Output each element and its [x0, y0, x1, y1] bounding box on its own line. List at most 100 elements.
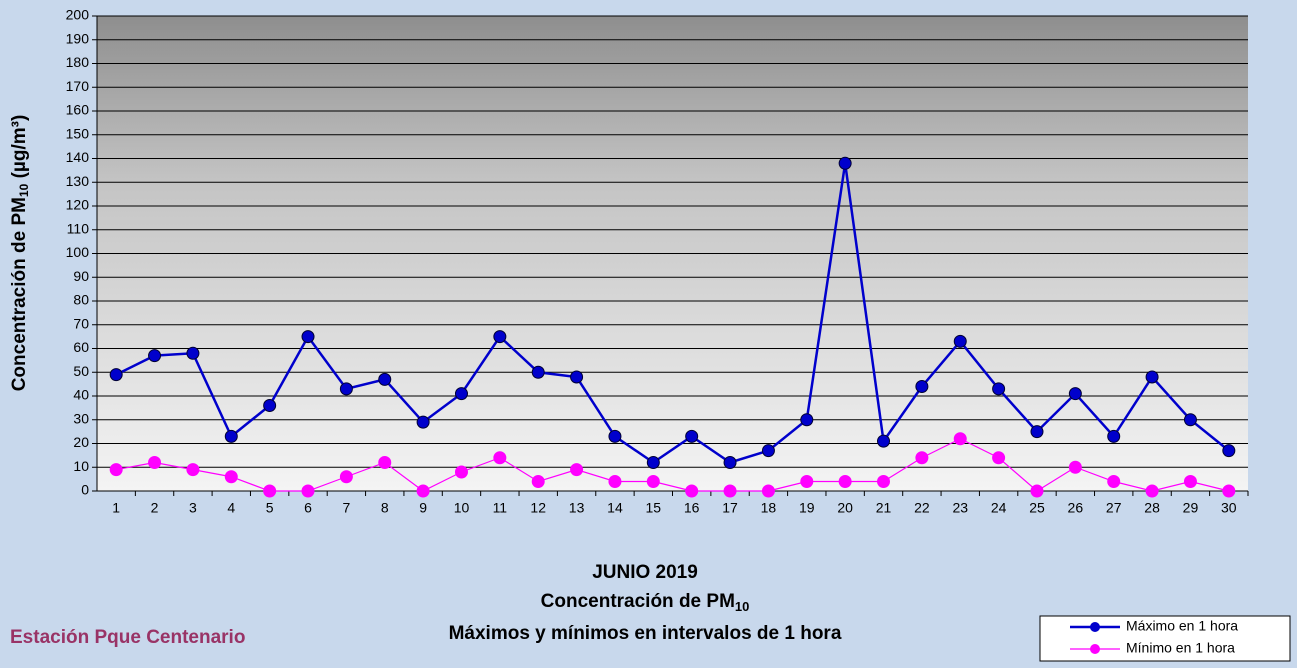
x-tick-label: 9 — [419, 500, 427, 516]
data-point — [761, 444, 775, 458]
y-tick-label: 100 — [66, 244, 90, 260]
x-tick-label: 1 — [112, 500, 120, 516]
data-point — [186, 346, 200, 360]
x-tick-label: 13 — [569, 500, 585, 516]
x-tick-label: 27 — [1106, 500, 1122, 516]
data-point — [915, 380, 929, 393]
y-tick-label: 110 — [67, 220, 90, 236]
data-point — [224, 429, 238, 443]
y-label-sub: 10 — [17, 183, 31, 197]
data-point — [109, 368, 123, 382]
y-tick-label: 80 — [73, 292, 89, 308]
data-point — [301, 330, 315, 344]
legend-marker — [1090, 644, 1100, 654]
data-point — [263, 399, 277, 412]
data-point — [877, 434, 891, 448]
chart-subtitle-2: Máximos y mínimos en intervalos de 1 hor… — [449, 623, 842, 644]
data-point — [838, 475, 852, 488]
data-point — [953, 334, 967, 348]
y-tick-label: 60 — [73, 339, 89, 355]
legend-marker — [1090, 622, 1100, 632]
y-tick-label: 90 — [73, 268, 89, 284]
y-label-text: Concentración de PM — [9, 197, 30, 391]
y-tick-label: 130 — [66, 173, 90, 189]
x-tick-label: 2 — [151, 500, 159, 516]
data-point — [1030, 484, 1044, 498]
data-point — [454, 387, 468, 401]
data-point — [992, 382, 1006, 396]
x-tick-label: 17 — [722, 500, 738, 516]
data-point — [1145, 370, 1159, 384]
data-point — [339, 470, 353, 484]
legend-label: Mínimo en 1 hora — [1126, 640, 1235, 656]
x-tick-label: 8 — [381, 500, 389, 516]
data-point — [685, 484, 699, 498]
data-point — [646, 475, 660, 488]
data-point — [1222, 484, 1236, 498]
y-tick-label: 70 — [73, 315, 89, 331]
x-tick-label: 4 — [227, 500, 235, 516]
data-point — [378, 372, 392, 386]
data-point — [1145, 484, 1159, 498]
y-tick-label: 180 — [66, 54, 90, 70]
data-point — [685, 429, 699, 443]
data-point — [339, 382, 353, 396]
data-point — [1183, 413, 1197, 427]
x-tick-label: 16 — [684, 500, 700, 516]
data-point — [1068, 460, 1082, 474]
x-tick-label: 26 — [1068, 500, 1084, 516]
data-point — [1107, 475, 1121, 488]
y-label-unit: (µg/m³) — [9, 115, 30, 184]
data-point — [800, 475, 814, 488]
data-point — [761, 484, 775, 498]
x-tick-label: 23 — [952, 500, 968, 516]
data-point — [109, 463, 123, 477]
y-tick-label: 190 — [66, 30, 90, 46]
y-tick-label: 140 — [66, 149, 90, 165]
x-tick-label: 30 — [1221, 500, 1237, 516]
data-point — [148, 349, 162, 363]
x-tick-label: 21 — [876, 500, 892, 516]
data-point — [953, 432, 967, 446]
data-point — [608, 429, 622, 443]
station-label: Estación Pque Centenario — [10, 627, 245, 648]
subtitle-sub: 10 — [735, 599, 749, 614]
data-point — [493, 330, 507, 344]
data-point — [723, 456, 737, 469]
y-tick-label: 10 — [73, 458, 89, 474]
data-point — [800, 413, 814, 427]
x-tick-label: 20 — [837, 500, 853, 516]
data-point — [1068, 387, 1082, 401]
y-tick-label: 200 — [66, 7, 90, 23]
data-point — [915, 451, 929, 465]
data-point — [301, 484, 315, 498]
x-tick-label: 11 — [493, 500, 508, 516]
x-tick-label: 28 — [1144, 500, 1160, 516]
x-tick-label: 5 — [266, 500, 274, 516]
data-point — [531, 475, 545, 488]
data-point — [877, 475, 891, 488]
legend — [1039, 615, 1291, 662]
data-point — [148, 456, 162, 469]
x-tick-label: 15 — [646, 500, 662, 516]
x-tick-label: 10 — [454, 500, 470, 516]
data-point — [186, 463, 200, 477]
data-point — [570, 370, 584, 384]
data-point — [570, 463, 584, 477]
data-point — [416, 415, 430, 429]
x-tick-label: 3 — [189, 500, 197, 516]
data-point — [992, 451, 1006, 465]
y-tick-label: 150 — [66, 125, 90, 141]
y-tick-label: 20 — [73, 434, 89, 450]
series-line — [115, 163, 1230, 465]
x-tick-label: 12 — [530, 500, 546, 516]
data-point — [224, 470, 238, 484]
y-tick-label: 170 — [66, 78, 90, 94]
data-point — [378, 456, 392, 469]
chart-subtitle: Concentración de PM10 — [541, 591, 750, 614]
data-point — [493, 451, 507, 465]
x-tick-label: 14 — [607, 500, 623, 516]
data-point — [1183, 475, 1197, 488]
